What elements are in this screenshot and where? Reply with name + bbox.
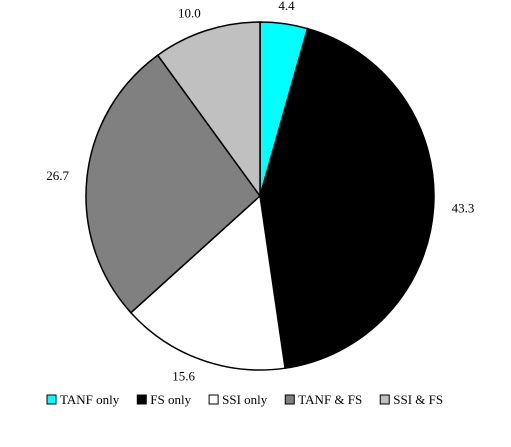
legend-item-ssi-only: SSI only [208,392,268,407]
legend-item-ssi-and-fs: SSI & FS [379,392,443,407]
value-label-ssi-only: 15.6 [172,369,195,384]
legend-label-ssi-and-fs: SSI & FS [393,392,443,407]
value-label-fs-only: 43.3 [452,201,475,216]
legend-label-fs-only: FS only [150,392,191,407]
slice-fs-only [259,27,435,370]
legend-swatch-tanf-only [46,394,57,405]
pie-slices [85,21,435,371]
value-label-tanf-and-fs: 26.7 [46,168,69,183]
legend-label-tanf-and-fs: TANF & FS [298,392,362,407]
slice-tanf-and-fs [85,54,262,314]
slice-ssi-and-fs [156,21,261,199]
legend: TANF only FS only SSI only TANF & FS SSI & F… [46,392,443,407]
legend-swatch-ssi-only [208,394,219,405]
legend-item-tanf-only: TANF only [46,392,120,407]
slice-ssi-only [129,194,286,371]
legend-label-tanf-only: TANF only [60,392,120,407]
legend-item-fs-only: FS only [136,392,192,407]
value-label-tanf-only: 4.4 [278,0,295,13]
legend-swatch-fs-only [136,394,147,405]
legend-swatch-tanf-and-fs [284,394,295,405]
value-label-ssi-and-fs: 10.0 [178,5,201,20]
legend-swatch-ssi-and-fs [379,394,390,405]
legend-label-ssi-only: SSI only [222,392,268,407]
slice-value-labels: 4.4 43.3 15.6 26.7 10.0 [46,0,474,384]
legend-item-tanf-and-fs: TANF & FS [284,392,362,407]
